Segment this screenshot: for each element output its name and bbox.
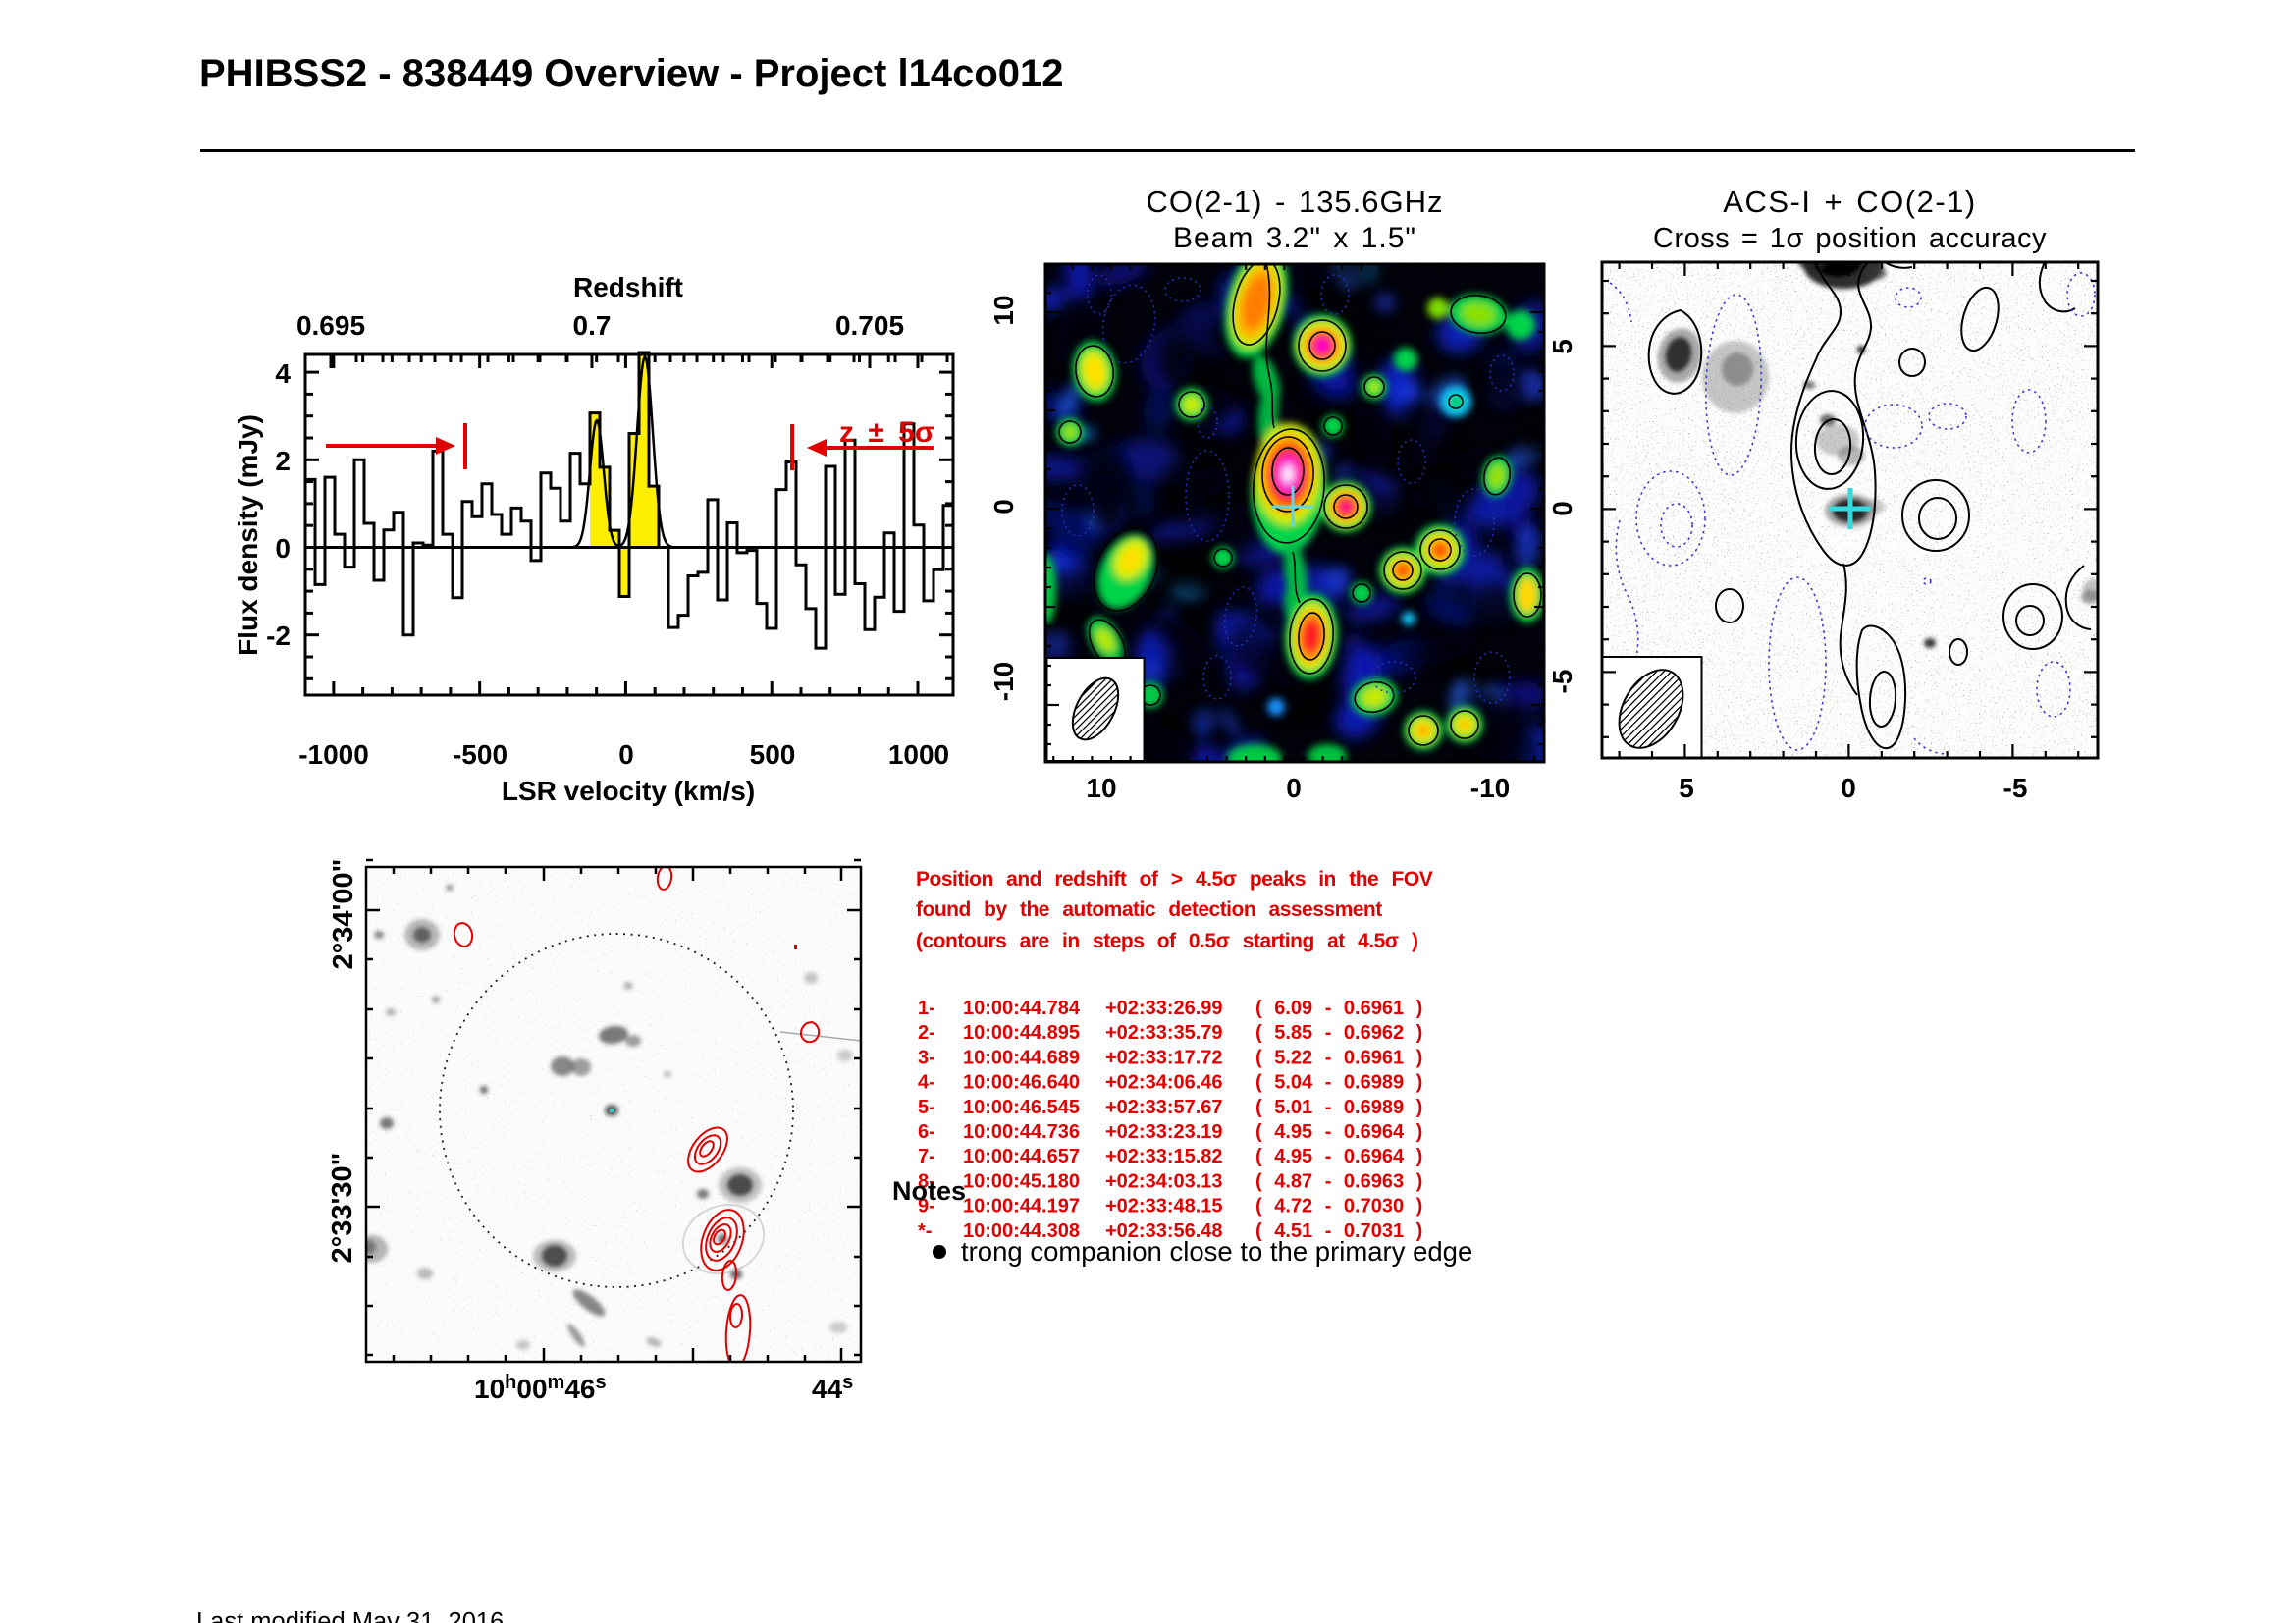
svg-text:z ± 5σ: z ± 5σ [839,416,934,449]
svg-text:500: 500 [750,739,796,770]
svg-text:Position and redshift of > 4.5: Position and redshift of > 4.5σ peaks in… [916,868,1433,891]
svg-text:7-: 7- [918,1146,935,1167]
svg-text:(contours are in steps of 0.5σ: (contours are in steps of 0.5σ starting … [916,930,1418,952]
svg-text:5: 5 [1547,339,1577,354]
svg-text:+02:33:48.15: +02:33:48.15 [1105,1196,1223,1217]
svg-text:+02:33:17.72: +02:33:17.72 [1105,1047,1223,1068]
svg-text:4: 4 [275,358,291,389]
svg-text:0: 0 [618,739,634,770]
svg-text:-2: -2 [266,621,291,651]
svg-text:0.695: 0.695 [296,310,365,341]
svg-text:6-: 6- [918,1121,935,1143]
svg-text:+02:33:23.19: +02:33:23.19 [1105,1121,1223,1143]
svg-text:Flux density (mJy): Flux density (mJy) [233,414,263,656]
svg-text:found by the automatic detecti: found by the automatic detection assessm… [916,898,1382,921]
svg-text:10:00:46.545: 10:00:46.545 [963,1097,1080,1118]
svg-text:Cross = 1σ position accura: Cross = 1σ position accuracy [1653,223,2047,254]
svg-text:CO(2-1) - 135.6GHz: CO(2-1) - 135.6GHz [1146,185,1443,219]
svg-text:10: 10 [1086,773,1116,803]
svg-text:10:00:44.197: 10:00:44.197 [963,1196,1080,1217]
svg-text:Last modified May 31, 2016: Last modified May 31, 2016 [196,1608,504,1623]
svg-text:-500: -500 [453,739,507,770]
svg-text:Notes: Notes [892,1176,966,1206]
svg-text:*-: *- [918,1220,932,1242]
svg-text:9-: 9- [918,1196,935,1217]
svg-text:0.705: 0.705 [835,310,904,341]
svg-text:1-: 1- [918,998,935,1019]
svg-text:0: 0 [1841,773,1856,803]
svg-text:0: 0 [275,533,291,564]
svg-text:0: 0 [1286,773,1302,803]
svg-text:8-: 8- [918,1170,935,1192]
svg-text:Redshift: Redshift [573,272,683,302]
svg-text:-1000: -1000 [298,739,369,770]
svg-text:trong companion close to the p: trong companion close to the primary edg… [961,1236,1472,1267]
svg-text:5: 5 [1679,773,1694,803]
svg-text:2°33'30": 2°33'30" [327,1153,358,1264]
svg-text:0: 0 [1547,501,1577,516]
svg-text:( 4.95 - 0.6964 ): ( 4.95 - 0.6964 ) [1255,1121,1422,1143]
svg-text:-5: -5 [2003,773,2028,803]
svg-text:+02:33:56.48: +02:33:56.48 [1105,1220,1223,1242]
svg-text:10:00:44.736: 10:00:44.736 [963,1121,1080,1143]
svg-text:10:00:45.180: 10:00:45.180 [963,1170,1080,1192]
svg-text:PHIBSS2 - 838449 Overview - Pr: PHIBSS2 - 838449 Overview - Project l14c… [199,52,1064,95]
svg-text:10:00:44.689: 10:00:44.689 [963,1047,1080,1068]
svg-text:10:00:44.308: 10:00:44.308 [963,1220,1080,1242]
svg-text:5-: 5- [918,1097,935,1118]
svg-text:( 5.01 - 0.6989 ): ( 5.01 - 0.6989 ) [1255,1097,1422,1118]
svg-text:( 6.09 - 0.6961 ): ( 6.09 - 0.6961 ) [1255,998,1422,1019]
svg-text:LSR velocity (km/s): LSR velocity (km/s) [502,776,755,806]
svg-text:-10: -10 [1470,773,1510,803]
svg-text:10h00m46s: 10h00m46s [474,1372,607,1404]
svg-text:( 5.04 - 0.6989 ): ( 5.04 - 0.6989 ) [1255,1072,1422,1094]
svg-text:10:00:44.895: 10:00:44.895 [963,1022,1080,1044]
svg-text:+02:33:15.82: +02:33:15.82 [1105,1146,1223,1167]
svg-text:+02:33:35.79: +02:33:35.79 [1105,1022,1223,1044]
svg-text:10:00:44.657: 10:00:44.657 [963,1146,1080,1167]
svg-text:4-: 4- [918,1072,935,1094]
svg-text:+02:34:03.13: +02:34:03.13 [1105,1170,1223,1192]
svg-text:ACS-I + CO(2-1): ACS-I + CO(2-1) [1723,185,1976,219]
svg-text:0.7: 0.7 [573,310,612,341]
svg-text:-5: -5 [1547,670,1577,694]
svg-text:0: 0 [988,499,1019,514]
svg-text:( 4.51 - 0.7031 ): ( 4.51 - 0.7031 ) [1255,1220,1422,1242]
svg-text:( 5.85 - 0.6962 ): ( 5.85 - 0.6962 ) [1255,1022,1422,1044]
svg-text:+02:33:26.99: +02:33:26.99 [1105,998,1223,1019]
svg-text:( 4.72 - 0.7030 ): ( 4.72 - 0.7030 ) [1255,1196,1422,1217]
svg-text:Beam 3.2" x 1.5": Beam 3.2" x 1.5" [1173,222,1416,254]
svg-text:+02:33:57.67: +02:33:57.67 [1105,1097,1223,1118]
svg-text:+02:34:06.46: +02:34:06.46 [1105,1072,1223,1094]
svg-text:2°34'00": 2°34'00" [328,859,359,970]
svg-text:10:00:44.784: 10:00:44.784 [963,998,1081,1019]
svg-text:( 4.95 - 0.6964 ): ( 4.95 - 0.6964 ) [1255,1146,1422,1167]
svg-text:3-: 3- [918,1047,935,1068]
svg-text:2: 2 [275,446,291,476]
svg-text:( 5.22 - 0.6961 ): ( 5.22 - 0.6961 ) [1255,1047,1422,1068]
svg-text:10:00:46.640: 10:00:46.640 [963,1072,1080,1094]
svg-text:2-: 2- [918,1022,935,1044]
svg-text:-10: -10 [988,662,1019,701]
svg-text:1000: 1000 [888,739,949,770]
svg-text:( 4.87 - 0.6963 ): ( 4.87 - 0.6963 ) [1255,1170,1422,1192]
svg-text:10: 10 [988,295,1019,325]
